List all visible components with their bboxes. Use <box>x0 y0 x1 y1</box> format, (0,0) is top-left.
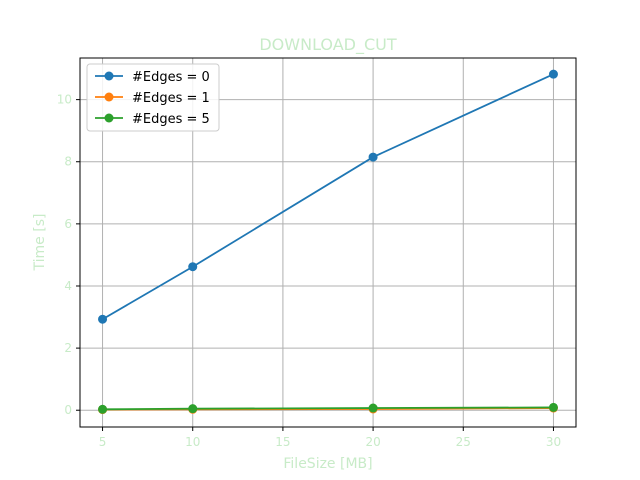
series-2-point <box>188 404 198 414</box>
series-group <box>98 69 558 415</box>
y-tick-label: 10 <box>57 93 72 107</box>
series-line-0 <box>102 73 554 320</box>
series-2-point <box>368 403 378 413</box>
legend-box <box>86 63 220 132</box>
series-0-point <box>368 152 378 162</box>
x-tick-label: 15 <box>275 435 290 449</box>
grid <box>80 58 576 427</box>
x-tick-label: 30 <box>546 435 561 449</box>
legend-label: #Edges = 5 <box>132 112 210 127</box>
plot-frame <box>79 57 577 428</box>
x-axis-label: FileSize [MB] <box>283 456 372 472</box>
series-0-point <box>548 69 558 79</box>
x-tick-label: 5 <box>99 435 107 449</box>
y-tick-label: 8 <box>64 155 72 169</box>
y-tick-label: 4 <box>64 279 72 293</box>
y-axis-label: Time [s] <box>32 214 48 272</box>
x-tick-label: 20 <box>365 435 380 449</box>
legend-label: #Edges = 0 <box>132 70 210 85</box>
y-tick-label: 2 <box>64 341 72 355</box>
y-tick-label: 6 <box>64 217 72 231</box>
chart-title: DOWNLOAD_CUT <box>259 35 397 55</box>
series-2-point <box>548 402 558 412</box>
legend-marker <box>104 92 114 102</box>
y-tick-label: 0 <box>64 403 72 417</box>
legend: #Edges = 0 #Edges = 1 #Edges = 5 <box>86 63 220 132</box>
axis-ticks: 5 10 15 20 25 30 0 2 4 6 8 10 <box>57 93 561 449</box>
series-line-2 <box>102 406 554 411</box>
series-2-point <box>98 404 108 414</box>
x-tick-label: 10 <box>185 435 200 449</box>
x-tick-label: 25 <box>456 435 471 449</box>
legend-label: #Edges = 1 <box>132 91 210 106</box>
legend-marker <box>104 113 114 123</box>
series-0-point <box>98 314 108 324</box>
series-0-point <box>188 262 198 272</box>
legend-marker <box>104 71 114 81</box>
